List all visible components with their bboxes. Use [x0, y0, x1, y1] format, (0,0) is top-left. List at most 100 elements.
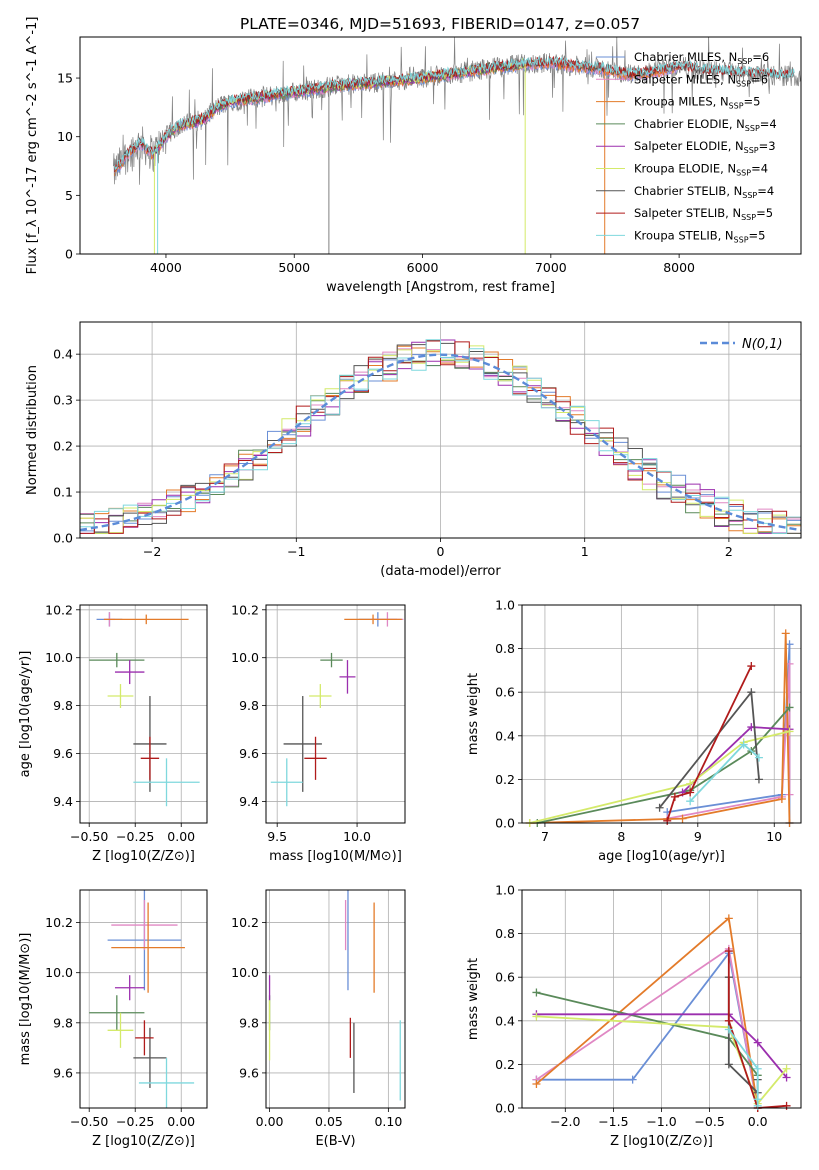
weight-marker-chabrier_miles [628, 1075, 637, 1084]
y-tick-label: 10.0 [231, 650, 259, 665]
y-tick-label: 0 [65, 247, 73, 262]
x-tick-label: 0.00 [256, 1114, 284, 1129]
plot-area-age_vs_Z [89, 612, 200, 807]
legend-count: =4 [757, 184, 774, 198]
axes-frame [79, 889, 208, 1109]
y-tick-label: 9.8 [53, 1015, 73, 1030]
x-axis-label: mass [log10(M/M⊙)] [269, 849, 402, 864]
x-tick-label: 1 [581, 544, 589, 559]
y-axis-label: mass [log10(M/M⊙)] [18, 933, 33, 1066]
y-tick-label: 10.0 [45, 650, 73, 665]
x-axis-label: E(B-V) [315, 1134, 355, 1149]
x-tick-label: 0.10 [374, 1114, 402, 1129]
x-tick-label: −1.5 [598, 1114, 628, 1129]
x-axis-label: Z [log10(Z/Z⊙)] [92, 849, 195, 864]
weight-marker-chabrier_stelib [747, 688, 756, 697]
y-tick-label: 9.6 [239, 1065, 259, 1080]
weight-marker-chabrier_elodie [785, 703, 794, 712]
plot-area-residuals [80, 339, 801, 534]
weight-marker-chabrier_stelib [655, 803, 664, 812]
y-tick-label: 9.8 [53, 698, 73, 713]
weight-line-chabrier_miles [667, 644, 791, 823]
y-tick-label: 1.0 [495, 598, 515, 613]
axes-mass_vs_Z: −0.50 −0.25 0.00 9.6 9.8 10.0 10.2 Z [log10(Z/Z… [18, 889, 208, 1149]
x-tick-label: −0.5 [694, 1114, 724, 1129]
x-tick-label: 10.0 [343, 829, 371, 844]
y-tick-label: 0.2 [495, 1057, 515, 1072]
x-tick-label: 0 [437, 544, 445, 559]
legend-subscript: SSP [742, 191, 757, 200]
y-tick-label: 9.6 [239, 746, 259, 761]
y-tick-label: 0.6 [495, 685, 515, 700]
y-tick-label: 0.1 [53, 485, 73, 500]
y-tick-label: 10 [57, 129, 73, 144]
y-tick-label: 0.4 [53, 347, 73, 362]
y-tick-label: 9.4 [239, 794, 259, 809]
axes-frame [79, 36, 802, 255]
y-tick-label: 0.6 [495, 970, 515, 985]
y-tick-label: 10.2 [231, 602, 259, 617]
axes-weight_vs_Z: −2.0 −1.5 −1.0 −0.5 0.0 0.0 0.2 0.4 0.6 0.8 1.0 Z [… [466, 883, 802, 1149]
x-tick-label: 8000 [663, 260, 695, 275]
weight-line-salpeter_elodie [536, 1013, 788, 1079]
weight-marker-kroupa_elodie [532, 1012, 541, 1021]
legend-count: =5 [744, 95, 761, 109]
plot-area-weight_vs_age [525, 629, 794, 827]
weight-line-chabrier_stelib [658, 689, 760, 809]
legend-subscript: SSP [736, 169, 751, 178]
y-tick-label: 10.2 [231, 915, 259, 930]
axes-frame [79, 321, 802, 539]
legend-subscript: SSP [741, 213, 756, 222]
y-tick-label: 0.4 [495, 728, 515, 743]
axes-frame [79, 604, 208, 824]
y-tick-label: 15 [57, 71, 73, 86]
x-axis-label: Z [log10(Z/Z⊙)] [610, 1134, 713, 1149]
legend-label-kroupa_elodie: Kroupa ELODIE, NSSP=4 [634, 162, 768, 178]
legend-count: =6 [751, 72, 768, 86]
y-tick-label: 9.8 [239, 1015, 259, 1030]
legend-label-kroupa_stelib: Kroupa STELIB, NSSP=5 [634, 228, 765, 244]
legend-count: =4 [760, 117, 777, 131]
weight-marker-kroupa_miles [724, 914, 733, 923]
weight-marker-salpeter_stelib [782, 1101, 791, 1110]
x-tick-label: −0.25 [116, 1114, 154, 1129]
legend-subscript: SSP [736, 79, 751, 88]
x-tick-label: 6000 [407, 260, 439, 275]
x-tick-label: 0.05 [315, 1114, 343, 1129]
legend-label-salpeter_stelib: Salpeter STELIB, NSSP=5 [634, 206, 773, 222]
weight-marker-kroupa_miles [678, 814, 687, 823]
weight-marker-kroupa_stelib [754, 753, 763, 762]
axes-frame [521, 889, 802, 1109]
weight-marker-chabrier_elodie [532, 988, 541, 997]
weight-marker-kroupa_stelib [753, 1064, 762, 1073]
axes-residuals: −2 −1 0 1 2 0.0 0.1 0.2 0.3 0.4 (data-model)/error… [25, 321, 802, 579]
y-tick-label: 10.0 [231, 965, 259, 980]
legend-count: =4 [751, 162, 768, 176]
x-tick-label: 0.0 [748, 1114, 768, 1129]
plot-area-mass_vs_ebv [268, 890, 401, 1101]
weight-marker-kroupa_elodie [686, 779, 695, 788]
legend-label-salpeter_miles: Salpeter MILES, NSSP=6 [634, 72, 768, 88]
legend-label-kroupa_miles: Kroupa MILES, NSSP=5 [634, 95, 760, 111]
x-tick-label: −0.25 [116, 829, 154, 844]
weight-line-salpeter_miles [535, 947, 759, 1109]
weight-marker-chabrier_stelib [724, 1060, 733, 1069]
x-axis-label: wavelength [Angstrom, rest frame] [326, 280, 555, 295]
y-tick-label: 0.8 [495, 641, 515, 656]
x-tick-label: 4000 [150, 260, 182, 275]
y-axis-label: Flux [f_λ 10^-17 erg cm^-2 s^-1 A^-1] [25, 17, 40, 275]
x-tick-label: 7 [541, 829, 549, 844]
x-tick-label: 2 [725, 544, 733, 559]
axes-frame [265, 604, 406, 824]
legend-subscript: SSP [729, 102, 744, 111]
weight-marker-salpeter_stelib [747, 662, 756, 671]
plot-area-weight_vs_Z [532, 914, 791, 1112]
y-tick-label: 9.8 [239, 698, 259, 713]
weight-marker-kroupa_miles [777, 795, 786, 804]
legend-label-chabrier_stelib: Chabrier STELIB, NSSP=4 [634, 184, 774, 200]
y-axis-label: mass weight [466, 673, 481, 755]
y-tick-label: 0.0 [495, 816, 515, 831]
y-tick-label: 0.0 [495, 1101, 515, 1116]
legend-label-chabrier_miles: Chabrier MILES, NSSP=6 [634, 50, 769, 66]
